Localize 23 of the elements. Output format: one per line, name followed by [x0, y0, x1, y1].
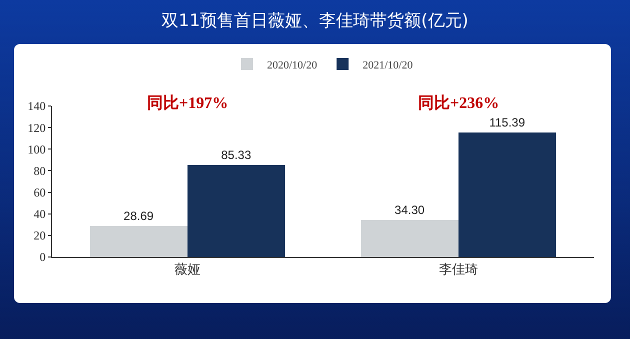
y-tick-label: 40 — [34, 207, 46, 222]
data-label: 85.33 — [221, 148, 252, 162]
y-tick-label: 140 — [28, 99, 46, 114]
data-label: 115.39 — [489, 116, 526, 130]
y-tick-label: 120 — [28, 120, 46, 135]
bar — [360, 220, 458, 257]
bar — [90, 226, 188, 257]
chart-title: 双11预售首日薇娅、李佳琦带货额(亿元) — [162, 10, 468, 31]
x-tick-label: 薇娅 — [174, 262, 200, 277]
data-label: 28.69 — [124, 209, 154, 224]
y-tick-label: 60 — [34, 185, 46, 200]
bar — [188, 164, 286, 257]
data-label: 34.30 — [394, 203, 425, 218]
y-tick-label: 20 — [34, 228, 46, 243]
legend-label: 2021/10/20 — [362, 59, 414, 72]
y-tick-label: 0 — [40, 250, 46, 264]
y-tick-label: 80 — [34, 164, 46, 178]
x-tick-label: 李佳琦 — [439, 262, 478, 277]
bar — [458, 132, 556, 257]
y-tick-label: 100 — [28, 142, 46, 156]
annotation: 同比+236% — [418, 94, 500, 112]
legend-label: 2020/10/20 — [267, 59, 318, 72]
annotation: 同比+197% — [147, 94, 228, 112]
